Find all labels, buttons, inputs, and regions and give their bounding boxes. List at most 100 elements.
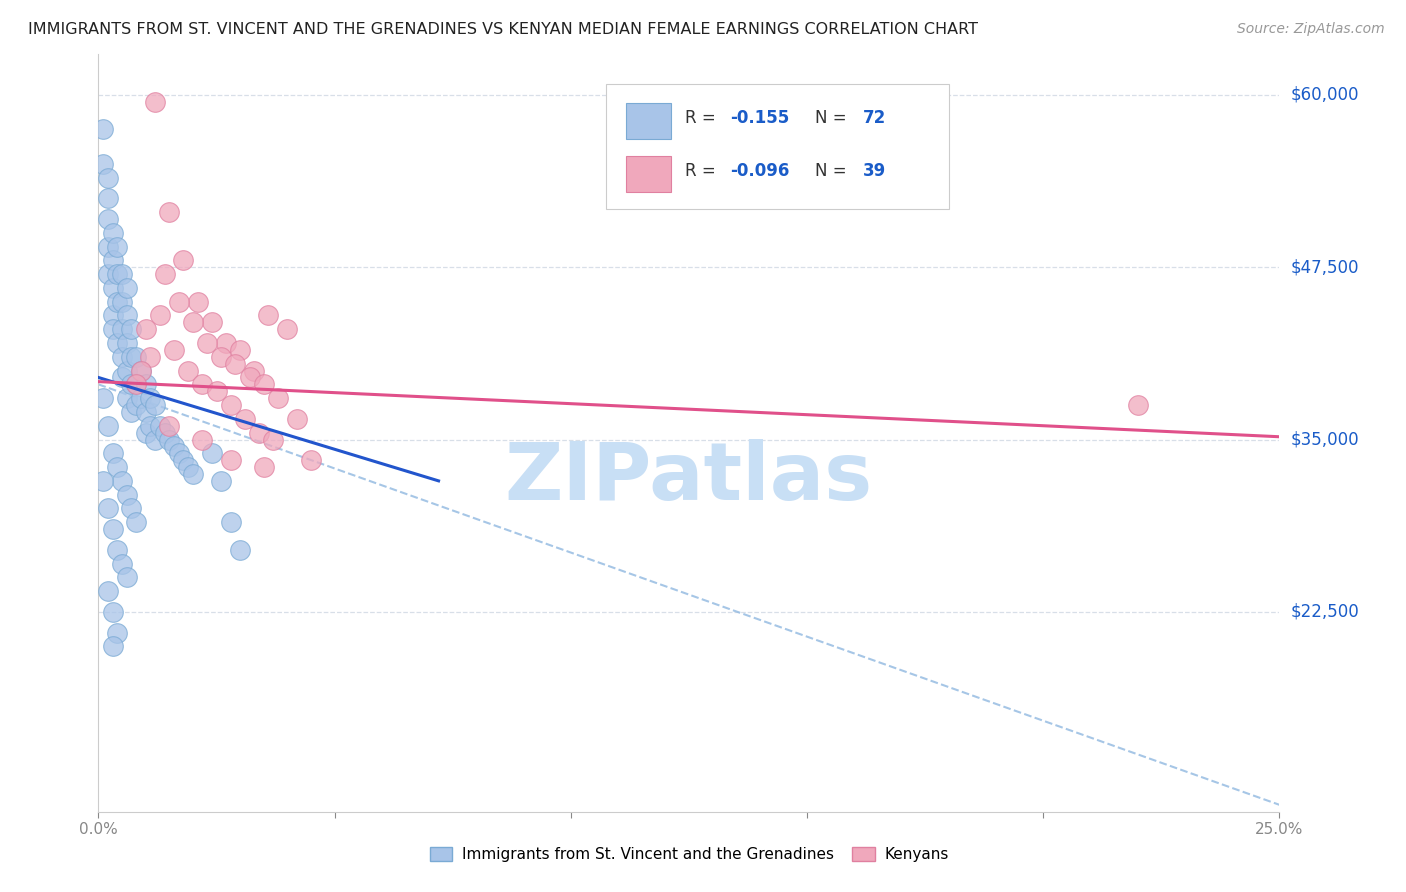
Point — [91, 391, 114, 405]
Point — [224, 357, 246, 371]
Point — [115, 570, 138, 584]
Point — [247, 425, 270, 440]
Point — [101, 605, 124, 619]
Point — [91, 474, 114, 488]
Point — [135, 377, 157, 392]
Point — [167, 446, 190, 460]
Text: $60,000: $60,000 — [1291, 86, 1360, 103]
Point — [191, 433, 214, 447]
Point — [115, 363, 138, 377]
Point — [219, 398, 242, 412]
Point — [139, 350, 162, 364]
Text: 39: 39 — [862, 162, 886, 180]
Point — [299, 453, 322, 467]
Point — [219, 453, 242, 467]
Point — [163, 343, 186, 357]
Point — [111, 267, 134, 281]
Point — [209, 474, 232, 488]
Point — [97, 418, 120, 433]
Point — [121, 377, 143, 392]
Text: $22,500: $22,500 — [1291, 603, 1360, 621]
Point — [115, 391, 138, 405]
Point — [135, 405, 157, 419]
Point — [167, 294, 190, 309]
Text: N =: N = — [815, 109, 852, 127]
Point — [191, 377, 214, 392]
Point — [101, 522, 124, 536]
Point — [177, 460, 200, 475]
Point — [157, 205, 180, 219]
Point — [101, 446, 124, 460]
Point — [105, 239, 128, 253]
Point — [143, 433, 166, 447]
Point — [205, 384, 228, 399]
Point — [285, 412, 308, 426]
Point — [153, 425, 176, 440]
Point — [101, 322, 124, 336]
Text: IMMIGRANTS FROM ST. VINCENT AND THE GRENADINES VS KENYAN MEDIAN FEMALE EARNINGS : IMMIGRANTS FROM ST. VINCENT AND THE GREN… — [28, 22, 979, 37]
Text: N =: N = — [815, 162, 852, 180]
Point — [276, 322, 298, 336]
Text: ZIPatlas: ZIPatlas — [505, 439, 873, 517]
Point — [105, 460, 128, 475]
Point — [135, 322, 157, 336]
Point — [101, 640, 124, 654]
Point — [209, 350, 232, 364]
Point — [243, 363, 266, 377]
Point — [157, 418, 180, 433]
Point — [163, 439, 186, 453]
Point — [219, 515, 242, 529]
Point — [257, 309, 280, 323]
Text: R =: R = — [685, 162, 721, 180]
Point — [125, 515, 148, 529]
Point — [253, 377, 276, 392]
Text: -0.096: -0.096 — [730, 162, 790, 180]
Point — [129, 391, 152, 405]
Point — [121, 405, 143, 419]
Text: R =: R = — [685, 109, 721, 127]
Point — [143, 398, 166, 412]
Point — [172, 253, 194, 268]
Bar — [626, 156, 671, 193]
Text: Source: ZipAtlas.com: Source: ZipAtlas.com — [1237, 22, 1385, 37]
Point — [115, 281, 138, 295]
FancyBboxPatch shape — [606, 84, 949, 209]
Point — [101, 226, 124, 240]
Point — [262, 433, 284, 447]
Point — [125, 377, 148, 392]
Point — [239, 370, 262, 384]
Point — [115, 309, 138, 323]
Point — [111, 370, 134, 384]
Point — [149, 309, 172, 323]
Bar — [626, 103, 671, 139]
Point — [129, 363, 152, 377]
Point — [229, 343, 252, 357]
Point — [121, 350, 143, 364]
Point — [111, 350, 134, 364]
Point — [125, 377, 148, 392]
Point — [111, 557, 134, 571]
Point — [97, 211, 120, 226]
Point — [253, 460, 276, 475]
Point — [97, 267, 120, 281]
Point — [121, 501, 143, 516]
Point — [125, 350, 148, 364]
Point — [229, 542, 252, 557]
Text: -0.155: -0.155 — [730, 109, 790, 127]
Point — [111, 474, 134, 488]
Text: 72: 72 — [862, 109, 886, 127]
Point — [181, 467, 204, 481]
Point — [101, 309, 124, 323]
Text: $47,500: $47,500 — [1291, 258, 1360, 277]
Point — [135, 425, 157, 440]
Point — [97, 239, 120, 253]
Point — [97, 584, 120, 599]
Point — [149, 418, 172, 433]
Point — [105, 294, 128, 309]
Legend: Immigrants from St. Vincent and the Grenadines, Kenyans: Immigrants from St. Vincent and the Gren… — [423, 841, 955, 869]
Point — [195, 336, 218, 351]
Point — [201, 446, 224, 460]
Point — [111, 294, 134, 309]
Point — [101, 281, 124, 295]
Text: $35,000: $35,000 — [1291, 431, 1360, 449]
